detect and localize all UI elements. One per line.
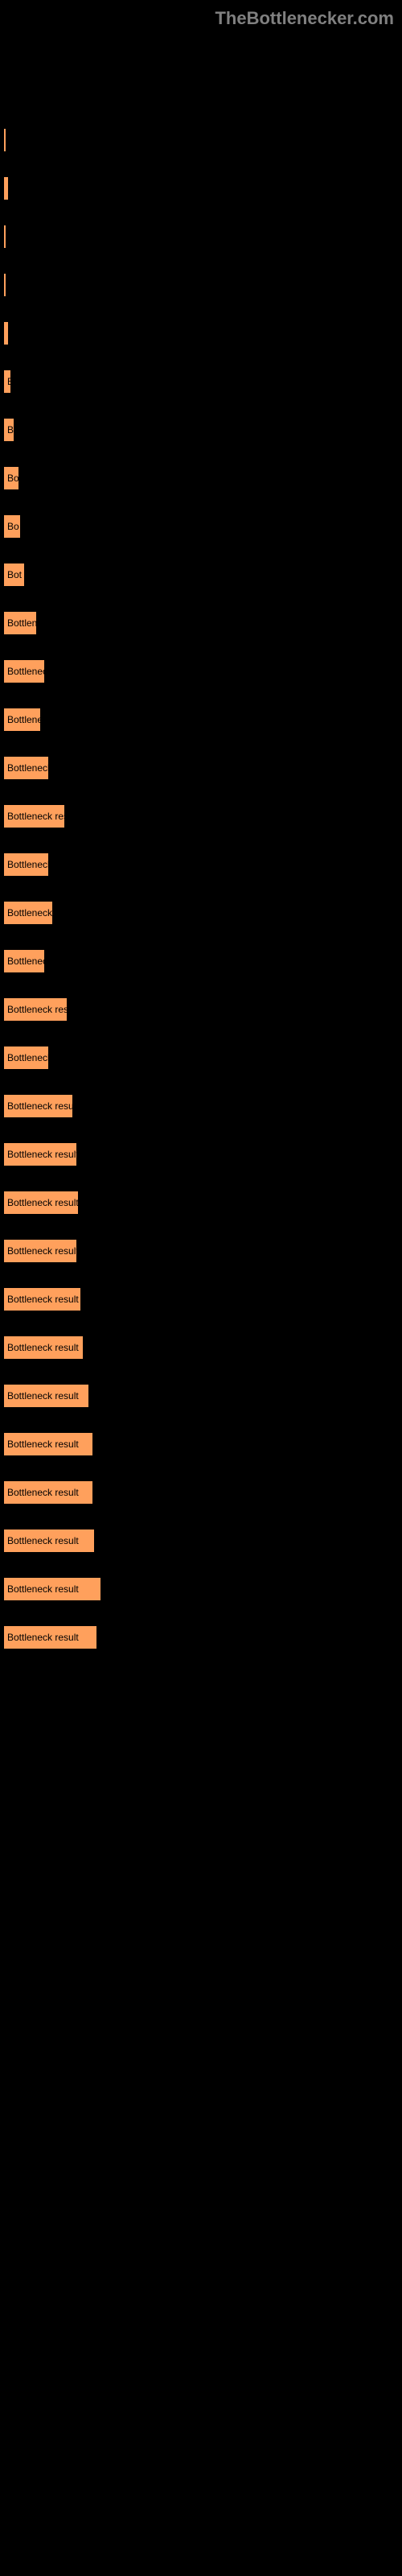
bar-row: Bottleneck result xyxy=(4,1385,402,1407)
bar-row: Bottlenec xyxy=(4,708,402,731)
bar-label: Bo xyxy=(7,521,19,532)
bar-label: Bottleneck result xyxy=(7,1632,79,1643)
bar-label: B xyxy=(7,424,14,436)
bar: Bottleneck result xyxy=(4,1481,92,1504)
bar: Bottleneck resu xyxy=(4,902,52,924)
bar-label: Bottlene xyxy=(7,617,36,629)
bar-row: Bottleneck result xyxy=(4,1530,402,1552)
bar-label: Bo xyxy=(7,473,18,484)
bar: Bot xyxy=(4,564,24,586)
bar-row: Bottleneck result xyxy=(4,805,402,828)
bar-label: Bottleneck res xyxy=(7,1052,48,1063)
bar-label: Bottleneck result xyxy=(7,811,64,822)
bar-label: Bottleneck res xyxy=(7,859,48,870)
bar: Bottleneck result xyxy=(4,805,64,828)
watermark: TheBottlenecker.com xyxy=(215,8,394,29)
bar: Bottleneck re xyxy=(4,660,44,683)
bar: Bottleneck result xyxy=(4,1143,76,1166)
bar xyxy=(4,322,8,345)
bar-row: Bo xyxy=(4,515,402,538)
bar-label: Bottlenec xyxy=(7,714,40,725)
bar-row xyxy=(4,129,402,151)
bar-row: Bottleneck result xyxy=(4,1578,402,1600)
bar: B xyxy=(4,419,14,441)
bar-row xyxy=(4,274,402,296)
bar-label: Bottleneck re xyxy=(7,666,44,677)
bar-label: Bottleneck result xyxy=(7,1004,67,1015)
bar: Bottleneck r xyxy=(4,950,44,972)
bar: Bottleneck result xyxy=(4,1095,72,1117)
bar-label: Bottleneck result xyxy=(7,1294,79,1305)
bar: Bottleneck result xyxy=(4,1240,76,1262)
bar: Bottleneck result xyxy=(4,998,67,1021)
bar: B xyxy=(4,370,10,393)
bar-row: Bottleneck result xyxy=(4,1191,402,1214)
bar-label: Bottleneck result xyxy=(7,1149,76,1160)
bar-label: Bottleneck result xyxy=(7,1100,72,1112)
bar-row: Bottleneck result xyxy=(4,1143,402,1166)
bar-label: Bottleneck result xyxy=(7,1342,79,1353)
bar-label: Bottleneck r xyxy=(7,956,44,967)
bar: Bottleneck result xyxy=(4,1385,88,1407)
bar xyxy=(4,274,6,296)
bar-label: Bottleneck result xyxy=(7,1197,78,1208)
bar: Bottleneck result xyxy=(4,1433,92,1455)
bar-label: Bottleneck result xyxy=(7,1487,79,1498)
bar-row: Bottleneck result xyxy=(4,1336,402,1359)
bar-row: Bottleneck res xyxy=(4,853,402,876)
bar-row: Bot xyxy=(4,564,402,586)
bar-row: Bottleneck result xyxy=(4,1481,402,1504)
bar-row xyxy=(4,322,402,345)
bar: Bottleneck result xyxy=(4,1626,96,1649)
bar: Bottleneck res xyxy=(4,1046,48,1069)
bar: Bottleneck result xyxy=(4,1530,94,1552)
bar-label: Bottleneck result xyxy=(7,1390,79,1402)
bar-row: Bottleneck resu xyxy=(4,902,402,924)
bar-row: Bottleneck result xyxy=(4,1433,402,1455)
bar: Bottlenec xyxy=(4,708,40,731)
bar-row: Bottleneck result xyxy=(4,1288,402,1311)
bar: Bottleneck res xyxy=(4,757,48,779)
bar xyxy=(4,177,8,200)
bar xyxy=(4,129,6,151)
bar: Bottleneck result xyxy=(4,1578,100,1600)
bar-label: Bottleneck res xyxy=(7,762,48,774)
bar: Bo xyxy=(4,467,18,489)
bar-row: Bottleneck result xyxy=(4,998,402,1021)
bar: Bottlene xyxy=(4,612,36,634)
bar-row xyxy=(4,225,402,248)
bar: Bottleneck result xyxy=(4,1191,78,1214)
bar-row: Bottleneck result xyxy=(4,1240,402,1262)
bar: Bottleneck result xyxy=(4,1288,80,1311)
bar-row: Bottleneck res xyxy=(4,757,402,779)
bar-label: Bottleneck resu xyxy=(7,907,52,919)
bar-label: Bot xyxy=(7,569,22,580)
bar xyxy=(4,225,6,248)
bar-row: Bottleneck re xyxy=(4,660,402,683)
bar-row xyxy=(4,177,402,200)
bar-label: Bottleneck result xyxy=(7,1583,79,1595)
bar-row: Bottleneck result xyxy=(4,1095,402,1117)
bar-label: B xyxy=(7,376,10,387)
bar-row: B xyxy=(4,370,402,393)
bar-row: Bottleneck res xyxy=(4,1046,402,1069)
bar: Bo xyxy=(4,515,20,538)
bar-label: Bottleneck result xyxy=(7,1535,79,1546)
bar-label: Bottleneck result xyxy=(7,1439,79,1450)
bar: Bottleneck res xyxy=(4,853,48,876)
bar-row: Bottleneck r xyxy=(4,950,402,972)
bar-row: Bo xyxy=(4,467,402,489)
bar-label: Bottleneck result xyxy=(7,1245,76,1257)
bar-row: Bottleneck result xyxy=(4,1626,402,1649)
bar-row: B xyxy=(4,419,402,441)
bar: Bottleneck result xyxy=(4,1336,83,1359)
bar-chart: B B Bo Bo Bot Bottlene Bottleneck re Bottlenec B… xyxy=(0,0,402,1649)
bar-row: Bottlene xyxy=(4,612,402,634)
